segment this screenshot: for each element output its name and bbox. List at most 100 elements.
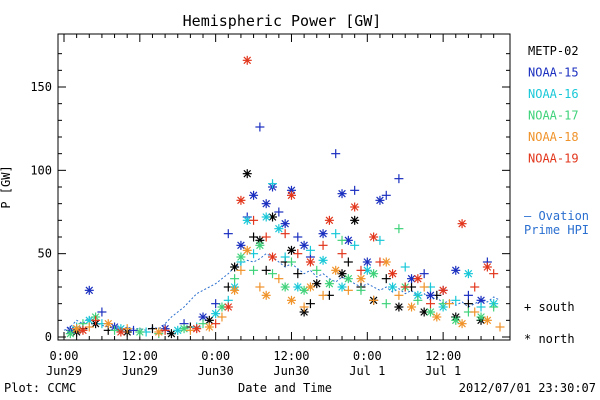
data-point-noaa-15 bbox=[255, 122, 265, 132]
x-tick-time-label: 0:00 bbox=[50, 349, 79, 363]
data-point-noaa-18 bbox=[331, 265, 341, 275]
data-point-noaa-18 bbox=[261, 290, 271, 300]
data-point-noaa-17 bbox=[135, 327, 145, 337]
data-point-noaa-19 bbox=[388, 269, 398, 279]
legend-north: * north bbox=[524, 332, 575, 346]
data-point-noaa-19 bbox=[470, 282, 480, 292]
data-point-noaa-17 bbox=[381, 299, 391, 309]
data-point-noaa-18 bbox=[394, 290, 404, 300]
data-point-noaa-16 bbox=[388, 282, 398, 292]
data-points bbox=[65, 55, 505, 339]
data-point-noaa-15 bbox=[249, 190, 259, 200]
y-axis-label: P [GW] bbox=[0, 165, 13, 208]
data-point-noaa-16 bbox=[400, 262, 410, 272]
data-point-noaa-18 bbox=[286, 295, 296, 305]
data-point-noaa-18 bbox=[103, 319, 113, 329]
legend-item-noaa-17: NOAA-17 bbox=[528, 109, 579, 123]
data-point-noaa-17 bbox=[179, 324, 189, 334]
data-point-noaa-17 bbox=[280, 282, 290, 292]
data-point-noaa-17 bbox=[324, 279, 334, 289]
timestamp: 2012/07/01 23:30:07 bbox=[459, 381, 596, 395]
data-point-noaa-16 bbox=[274, 224, 284, 234]
data-point-metp-02 bbox=[305, 299, 315, 309]
legend-item-noaa-18: NOAA-18 bbox=[528, 130, 579, 144]
data-point-noaa-17 bbox=[451, 315, 461, 325]
data-point-noaa-19 bbox=[305, 257, 315, 267]
data-point-noaa-15 bbox=[331, 149, 341, 159]
data-point-noaa-15 bbox=[293, 232, 303, 242]
data-point-noaa-15 bbox=[129, 325, 139, 335]
data-point-noaa-19 bbox=[482, 262, 492, 272]
data-point-noaa-19 bbox=[78, 325, 88, 335]
x-tick-time-label: 12:00 bbox=[122, 349, 158, 363]
data-point-noaa-15 bbox=[97, 307, 107, 317]
plot-credit: Plot: CCMC bbox=[4, 381, 76, 395]
data-point-noaa-18 bbox=[495, 322, 505, 332]
data-point-noaa-19 bbox=[293, 249, 303, 259]
legend-south: + south bbox=[524, 300, 575, 314]
data-point-noaa-15 bbox=[299, 240, 309, 250]
y-tick-label: 50 bbox=[38, 247, 52, 261]
data-point-noaa-19 bbox=[223, 302, 233, 312]
x-tick-date-label: Jul 1 bbox=[349, 364, 385, 378]
data-point-noaa-15 bbox=[394, 174, 404, 184]
data-point-noaa-17 bbox=[343, 274, 353, 284]
data-point-noaa-19 bbox=[356, 265, 366, 275]
x-tick-date-label: Jun29 bbox=[122, 364, 158, 378]
data-point-noaa-15 bbox=[375, 195, 385, 205]
data-point-noaa-17 bbox=[249, 265, 259, 275]
data-point-noaa-19 bbox=[268, 252, 278, 262]
data-point-noaa-19 bbox=[400, 282, 410, 292]
legend-ovation-line1: — Ovation bbox=[524, 209, 589, 223]
data-point-noaa-19 bbox=[438, 285, 448, 295]
data-point-noaa-15 bbox=[280, 219, 290, 229]
data-point-noaa-16 bbox=[280, 252, 290, 262]
data-point-noaa-18 bbox=[255, 282, 265, 292]
data-point-metp-02 bbox=[463, 299, 473, 309]
data-point-noaa-17 bbox=[236, 252, 246, 262]
data-point-noaa-19 bbox=[375, 257, 385, 267]
data-point-noaa-19 bbox=[489, 269, 499, 279]
data-point-noaa-18 bbox=[236, 265, 246, 275]
data-point-noaa-18 bbox=[318, 290, 328, 300]
data-point-noaa-18 bbox=[242, 245, 252, 255]
data-point-noaa-15 bbox=[223, 229, 233, 239]
data-point-noaa-17 bbox=[65, 329, 75, 339]
data-point-noaa-17 bbox=[312, 265, 322, 275]
data-point-noaa-18 bbox=[185, 325, 195, 335]
legend-item-noaa-16: NOAA-16 bbox=[528, 87, 579, 101]
data-point-noaa-15 bbox=[343, 235, 353, 245]
data-point-noaa-15 bbox=[261, 199, 271, 209]
data-point-noaa-15 bbox=[236, 240, 246, 250]
data-point-noaa-19 bbox=[211, 319, 221, 329]
y-tick-label: 100 bbox=[30, 163, 52, 177]
data-point-noaa-19 bbox=[249, 215, 259, 225]
data-point-noaa-17 bbox=[337, 235, 347, 245]
data-point-noaa-18 bbox=[457, 319, 467, 329]
data-point-noaa-18 bbox=[154, 327, 164, 337]
data-point-noaa-19 bbox=[116, 327, 126, 337]
data-point-noaa-19 bbox=[318, 240, 328, 250]
x-tick-time-label: 0:00 bbox=[353, 349, 382, 363]
data-point-metp-02 bbox=[350, 215, 360, 225]
data-point-metp-02 bbox=[286, 245, 296, 255]
data-point-noaa-15 bbox=[84, 285, 94, 295]
data-point-noaa-19 bbox=[236, 195, 246, 205]
legend-item-noaa-19: NOAA-19 bbox=[528, 152, 579, 166]
data-point-noaa-18 bbox=[230, 285, 240, 295]
data-point-noaa-17 bbox=[268, 269, 278, 279]
data-point-noaa-18 bbox=[369, 295, 379, 305]
x-tick-time-label: 12:00 bbox=[425, 349, 461, 363]
data-point-noaa-18 bbox=[305, 282, 315, 292]
data-point-noaa-15 bbox=[463, 290, 473, 300]
data-point-noaa-16 bbox=[337, 282, 347, 292]
data-point-metp-02 bbox=[230, 262, 240, 272]
data-point-noaa-15 bbox=[350, 185, 360, 195]
data-point-noaa-16 bbox=[331, 229, 341, 239]
data-point-noaa-17 bbox=[394, 224, 404, 234]
data-point-noaa-19 bbox=[242, 55, 252, 65]
data-point-noaa-15 bbox=[318, 229, 328, 239]
data-point-noaa-17 bbox=[286, 257, 296, 267]
data-point-noaa-18 bbox=[419, 282, 429, 292]
legend: METP-02 NOAA-15 NOAA-16 NOAA-17 NOAA-18 NOAA-… bbox=[524, 44, 589, 346]
